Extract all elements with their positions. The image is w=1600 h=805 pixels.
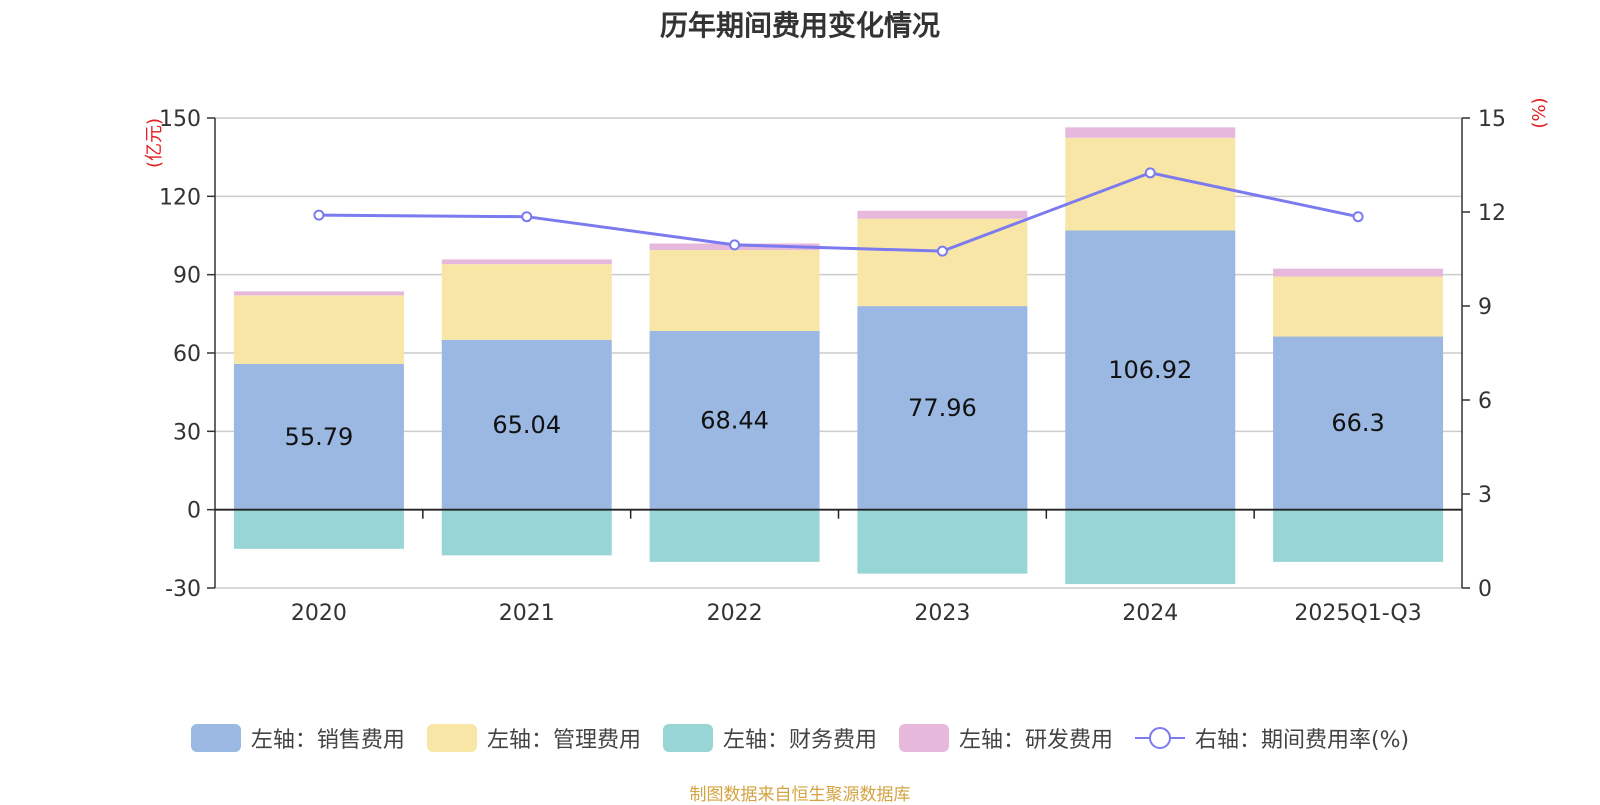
rate-point xyxy=(1352,211,1364,223)
right-tick-label: 12 xyxy=(1478,201,1506,226)
rate-point xyxy=(313,209,325,221)
bar-finance xyxy=(1273,509,1444,562)
data-source-note: 制图数据来自恒生聚源数据库 xyxy=(689,785,911,805)
left-tick-label: -30 xyxy=(165,577,201,602)
data-labels: 55.79 65.04 68.44 77.96 106.92 66.3 xyxy=(285,356,1385,451)
right-tick-label: 3 xyxy=(1478,483,1492,508)
bar-value-label: 66.3 xyxy=(1331,409,1384,437)
x-tick-label: 2024 xyxy=(1122,601,1178,626)
bar-value-label: 68.44 xyxy=(700,406,769,434)
bar-finance xyxy=(233,509,404,549)
legend-label-rnd: 左轴：研发费用 xyxy=(958,728,1113,753)
bar-admin xyxy=(441,264,612,340)
left-tick-label: 0 xyxy=(187,499,201,524)
bar-admin xyxy=(857,218,1028,307)
bar-sales xyxy=(441,339,612,510)
x-tick-label: 2022 xyxy=(707,601,763,626)
x-tick-label: 2023 xyxy=(914,601,970,626)
legend-swatch-finance xyxy=(662,724,713,752)
rate-point xyxy=(1144,167,1156,179)
bar-value-label: 65.04 xyxy=(492,411,561,439)
legend-label-rate: 右轴：期间费用率(%) xyxy=(1194,728,1410,753)
bar-sales xyxy=(233,363,404,510)
legend-item-rnd[interactable]: 左轴：研发费用 xyxy=(898,722,1113,754)
rate-point xyxy=(729,239,741,251)
bar-value-label: 106.92 xyxy=(1108,356,1192,384)
grid-lines xyxy=(215,117,1462,589)
left-unit-label: (亿元) xyxy=(144,118,165,168)
legend: 左轴：销售费用 左轴：管理费用 左轴：财务费用 左轴：研发费用 右轴：期间费用率… xyxy=(0,722,1600,754)
rate-series-line xyxy=(318,171,1359,253)
bar-admin xyxy=(233,295,404,364)
right-unit-label: (%) xyxy=(1529,97,1550,128)
legend-label-sales: 左轴：销售费用 xyxy=(250,728,405,753)
rate-point xyxy=(521,211,533,223)
bar-value-label: 77.96 xyxy=(908,394,977,422)
legend-line-circle-icon xyxy=(1134,727,1185,749)
bar-sales xyxy=(1065,230,1236,510)
bar-finance xyxy=(1065,509,1236,585)
x-tick-label: 2020 xyxy=(291,601,347,626)
right-tick-label: 15 xyxy=(1478,107,1506,132)
left-tick-label: 120 xyxy=(159,185,201,210)
bar-value-label: 55.79 xyxy=(285,423,354,451)
bar-sales xyxy=(649,330,820,510)
rate-point xyxy=(936,245,948,257)
legend-swatch-rnd xyxy=(898,724,949,752)
bar-rnd xyxy=(233,291,404,296)
rate-line xyxy=(313,167,1364,257)
chart-title: 历年期间费用变化情况 xyxy=(659,9,940,42)
legend-item-sales[interactable]: 左轴：销售费用 xyxy=(190,722,405,754)
bar-rnd xyxy=(857,210,1028,219)
legend-item-rate[interactable]: 右轴：期间费用率(%) xyxy=(1134,722,1410,754)
bar-admin xyxy=(649,250,820,331)
legend-label-admin: 左轴：管理费用 xyxy=(486,728,641,753)
bar-sales xyxy=(1273,336,1444,510)
x-tick-label: 2025Q1-Q3 xyxy=(1294,601,1421,626)
bar-admin xyxy=(1273,276,1444,337)
legend-swatch-admin xyxy=(426,724,477,752)
bars xyxy=(233,127,1444,585)
right-tick-label: 0 xyxy=(1478,577,1492,602)
left-tick-label: 90 xyxy=(173,264,201,289)
legend-item-finance[interactable]: 左轴：财务费用 xyxy=(662,722,877,754)
bar-finance xyxy=(857,509,1028,574)
legend-swatch-sales xyxy=(190,724,241,752)
bar-finance xyxy=(649,509,820,562)
left-tick-label: 60 xyxy=(173,342,201,367)
left-tick-label: 30 xyxy=(173,420,201,445)
legend-item-admin[interactable]: 左轴：管理费用 xyxy=(426,722,641,754)
bar-rnd xyxy=(1065,127,1236,138)
bar-finance xyxy=(441,509,612,556)
left-tick-label: 150 xyxy=(159,107,201,132)
bar-rnd xyxy=(1273,268,1444,277)
bar-sales xyxy=(857,306,1028,510)
right-tick-label: 9 xyxy=(1478,295,1492,320)
bar-rnd xyxy=(441,259,612,265)
legend-label-finance: 左轴：财务费用 xyxy=(722,728,877,753)
right-tick-label: 6 xyxy=(1478,389,1492,414)
x-tick-label: 2021 xyxy=(499,601,555,626)
